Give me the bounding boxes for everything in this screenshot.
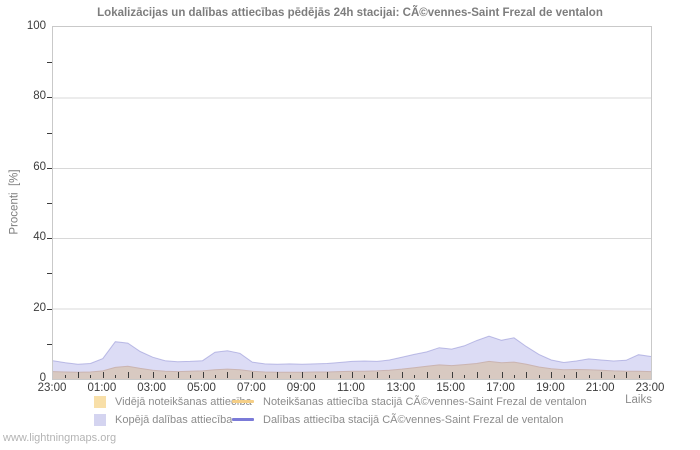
legend-item-total-participation: Kopējā dalības attiecība	[94, 413, 232, 426]
y-tick-label: 60	[33, 160, 46, 173]
y-tick-label: 0	[39, 372, 46, 384]
legend-swatch-station-detection	[232, 400, 254, 403]
y-axis-title: Procenti [%]	[9, 169, 22, 235]
x-tick-label: 13:00	[386, 382, 416, 394]
y-tick-label: 100	[26, 20, 46, 32]
x-tick-label: 19:00	[535, 382, 565, 394]
x-tick-label: 01:00	[87, 382, 117, 394]
legend-swatch-avg-detection	[94, 395, 106, 408]
x-tick-label: 21:00	[585, 382, 615, 394]
plot-area	[47, 26, 652, 380]
x-axis-title: Laiks	[625, 394, 652, 406]
x-tick-label: 11:00	[337, 382, 365, 394]
watermark: www.lightningmaps.org	[3, 432, 117, 444]
x-tick-label: 09:00	[286, 382, 316, 394]
legend-label-avg-detection: Vidējā noteikšanas attiecība	[115, 395, 252, 408]
x-tick-label: 15:00	[436, 382, 466, 394]
legend-item-station-participation: Dalības attiecība stacijā CÃ©vennes-Sain…	[232, 413, 563, 426]
y-tick-label: 80	[33, 90, 46, 103]
legend-swatch-station-participation	[232, 418, 254, 421]
x-tick-label: 03:00	[137, 382, 167, 394]
legend-item-station-detection: Noteikšanas attiecība stacijā CÃ©vennes-…	[232, 395, 587, 408]
legend-swatch-total-participation	[94, 413, 106, 426]
legend-label-total-participation: Kopējā dalības attiecība	[115, 413, 233, 426]
x-tick-label: 23:00	[37, 382, 67, 394]
legend-item-avg-detection: Vidējā noteikšanas attiecība	[94, 395, 252, 408]
x-tick-label: 17:00	[486, 382, 515, 394]
x-tick-label: 07:00	[236, 382, 266, 394]
y-tick-label: 40	[33, 231, 46, 244]
x-tick-label: 05:00	[187, 382, 216, 394]
y-axis-title-wrap: Procenti [%]	[6, 26, 24, 378]
chart-title: Lokalizācijas un dalības attiecības pēdē…	[97, 7, 603, 19]
plot-svg	[47, 62, 652, 379]
legend-label-station-participation: Dalības attiecība stacijā CÃ©vennes-Sain…	[263, 413, 564, 426]
legend-label-station-detection: Noteikšanas attiecība stacijā CÃ©vennes-…	[263, 395, 587, 408]
y-tick-label: 20	[33, 301, 46, 314]
x-tick-label: 23:00	[635, 382, 665, 394]
